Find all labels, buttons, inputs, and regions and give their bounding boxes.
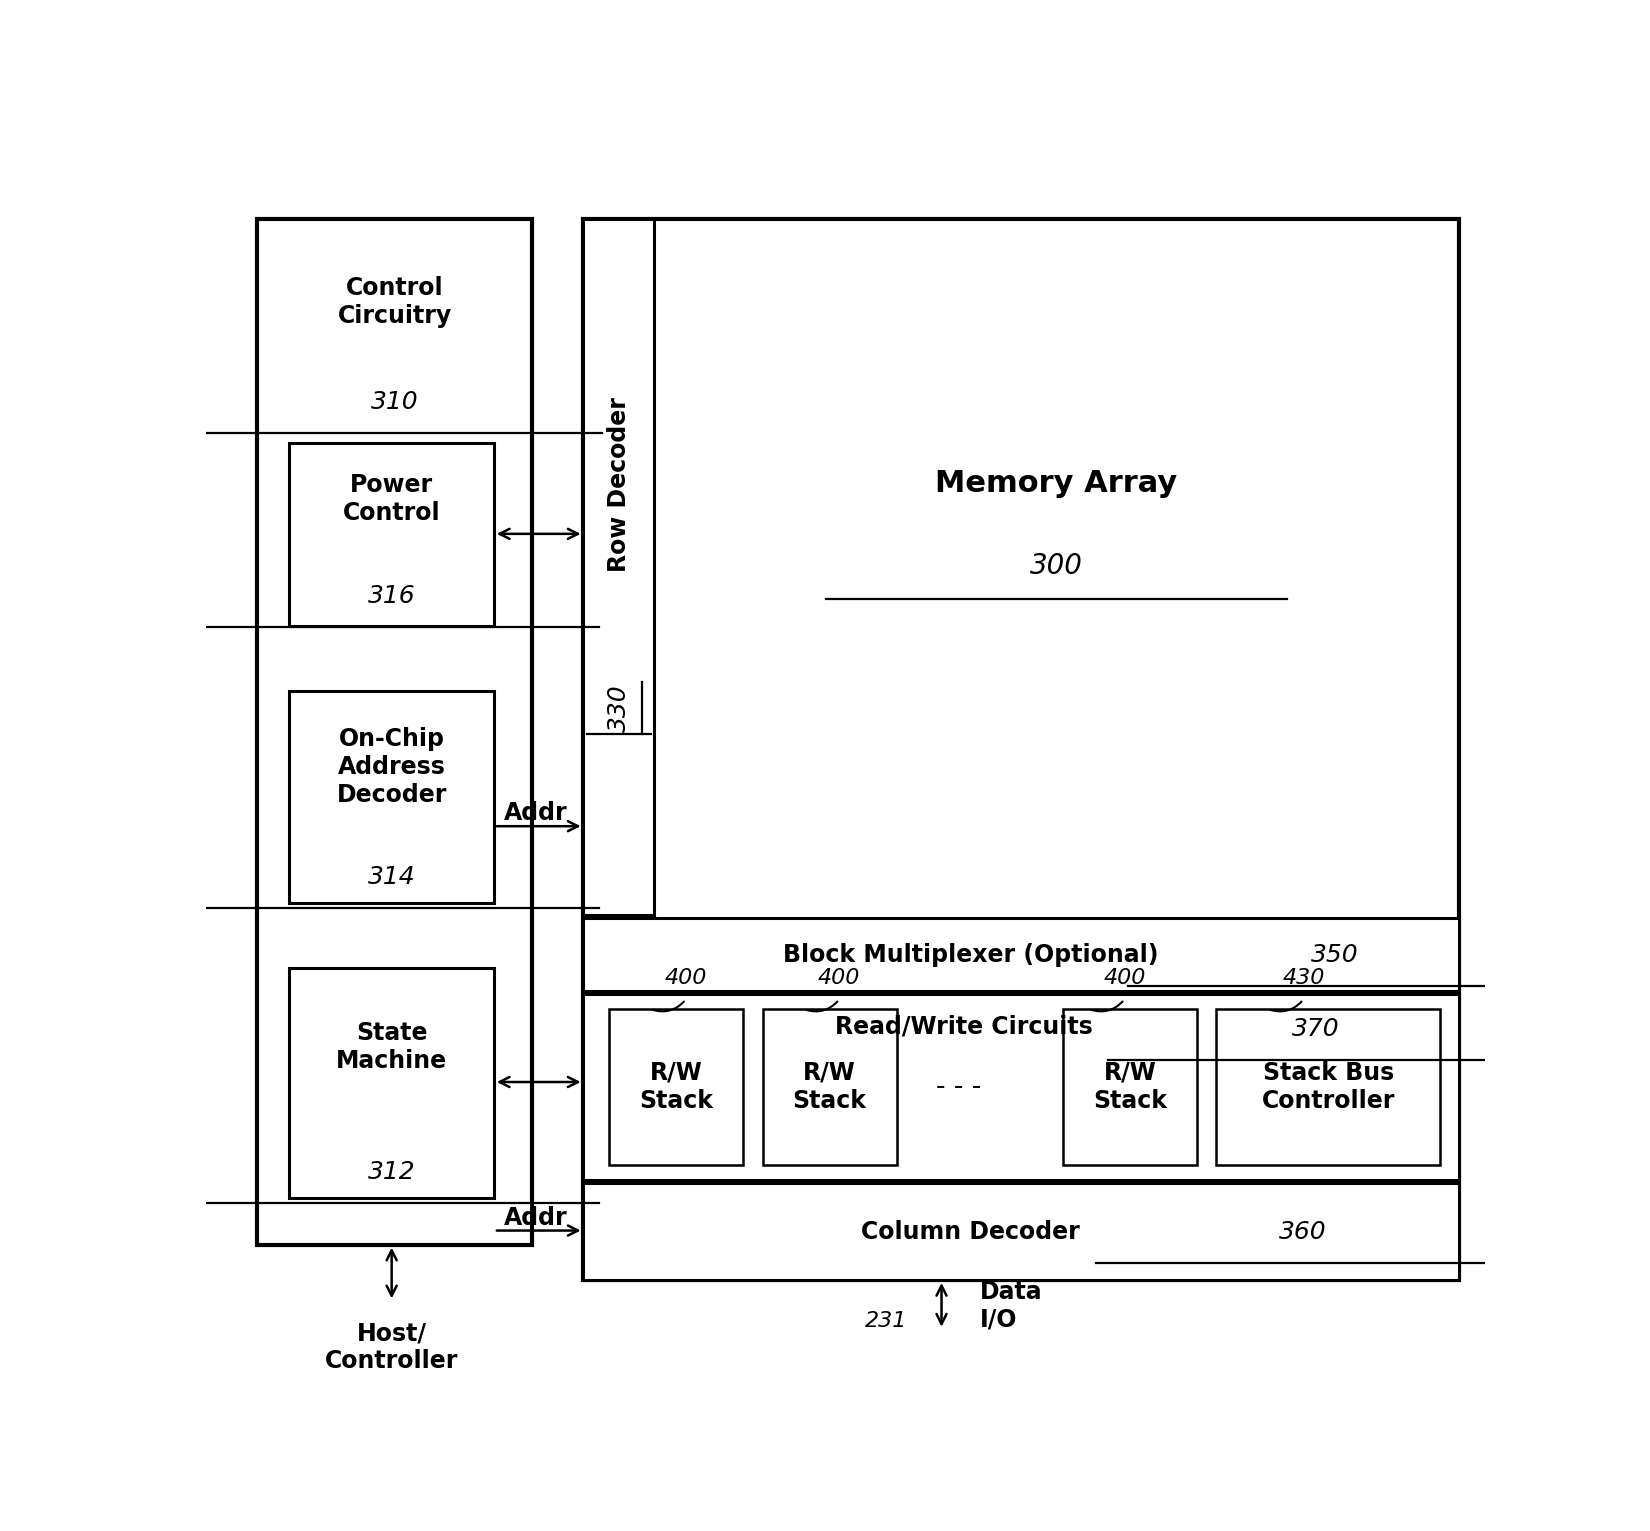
Text: On-Chip
Address
Decoder: On-Chip Address Decoder [337, 727, 447, 807]
Text: 370: 370 [1292, 1017, 1340, 1041]
Text: Addr: Addr [505, 1205, 568, 1229]
Text: Memory Array: Memory Array [936, 468, 1178, 498]
Text: 350: 350 [1312, 943, 1358, 966]
Text: State
Machine: State Machine [337, 1021, 447, 1073]
Text: Control
Circuitry: Control Circuitry [338, 276, 452, 328]
Bar [584, 219, 1460, 1280]
Text: 316: 316 [368, 585, 416, 608]
Bar [584, 219, 653, 914]
Text: Power
Control: Power Control [343, 473, 441, 525]
Bar [1063, 1009, 1198, 1165]
Text: Read/Write Circuits: Read/Write Circuits [835, 1015, 1092, 1040]
Text: Addr: Addr [505, 801, 568, 825]
Text: Host/
Controller: Host/ Controller [325, 1321, 459, 1373]
Text: Column Decoder: Column Decoder [861, 1220, 1079, 1243]
Bar [1216, 1009, 1440, 1165]
Bar [762, 1009, 898, 1165]
Text: R/W
Stack: R/W Stack [1094, 1061, 1167, 1113]
Bar [257, 219, 533, 1245]
Bar [289, 442, 493, 626]
Text: 360: 360 [1279, 1220, 1327, 1243]
Text: 300: 300 [1030, 551, 1082, 580]
Bar [289, 968, 493, 1197]
Text: 314: 314 [368, 865, 416, 890]
Text: 312: 312 [368, 1159, 416, 1183]
Text: 310: 310 [371, 390, 419, 413]
Bar [584, 994, 1460, 1180]
Text: - - -: - - - [936, 1073, 980, 1099]
Bar [584, 919, 1460, 991]
Text: Block Multiplexer (Optional): Block Multiplexer (Optional) [782, 943, 1158, 966]
Text: R/W
Stack: R/W Stack [639, 1061, 713, 1113]
Text: Row Decoder: Row Decoder [607, 397, 630, 571]
Text: 430: 430 [1282, 968, 1325, 987]
Text: 400: 400 [818, 968, 860, 987]
Text: Data
I/O: Data I/O [980, 1280, 1043, 1332]
Bar [584, 1183, 1460, 1280]
Bar [289, 690, 493, 903]
Text: 231: 231 [865, 1312, 908, 1332]
Text: 330: 330 [607, 684, 630, 732]
Bar [609, 1009, 742, 1165]
Text: R/W
Stack: R/W Stack [792, 1061, 866, 1113]
Text: 400: 400 [665, 968, 706, 987]
Text: Stack Bus
Controller: Stack Bus Controller [1262, 1061, 1394, 1113]
Text: 400: 400 [1104, 968, 1145, 987]
